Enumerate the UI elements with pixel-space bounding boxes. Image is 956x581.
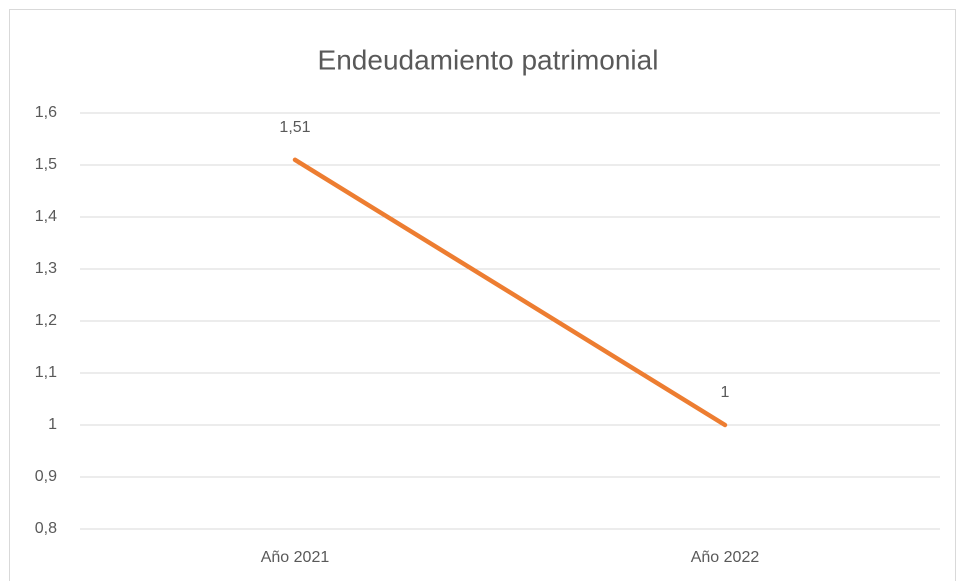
y-tick-label: 1,4 <box>35 208 57 225</box>
y-tick-label: 1,2 <box>35 312 57 329</box>
line-series <box>292 157 728 428</box>
data-label: 1 <box>721 384 730 401</box>
y-tick-label: 1,6 <box>35 104 57 121</box>
chart-border <box>9 9 956 581</box>
x-tick-label: Año 2021 <box>261 549 330 566</box>
chart-title: Endeudamiento patrimonial <box>318 44 659 75</box>
y-tick-label: 1 <box>48 416 57 433</box>
y-tick-label: 0,9 <box>35 468 57 485</box>
y-tick-label: 1,5 <box>35 156 57 173</box>
y-tick-label: 1,3 <box>35 260 57 277</box>
x-tick-label: Año 2022 <box>691 549 760 566</box>
y-tick-label: 0,8 <box>35 520 57 537</box>
y-tick-label: 1,1 <box>35 364 57 381</box>
data-label: 1,51 <box>279 119 310 136</box>
